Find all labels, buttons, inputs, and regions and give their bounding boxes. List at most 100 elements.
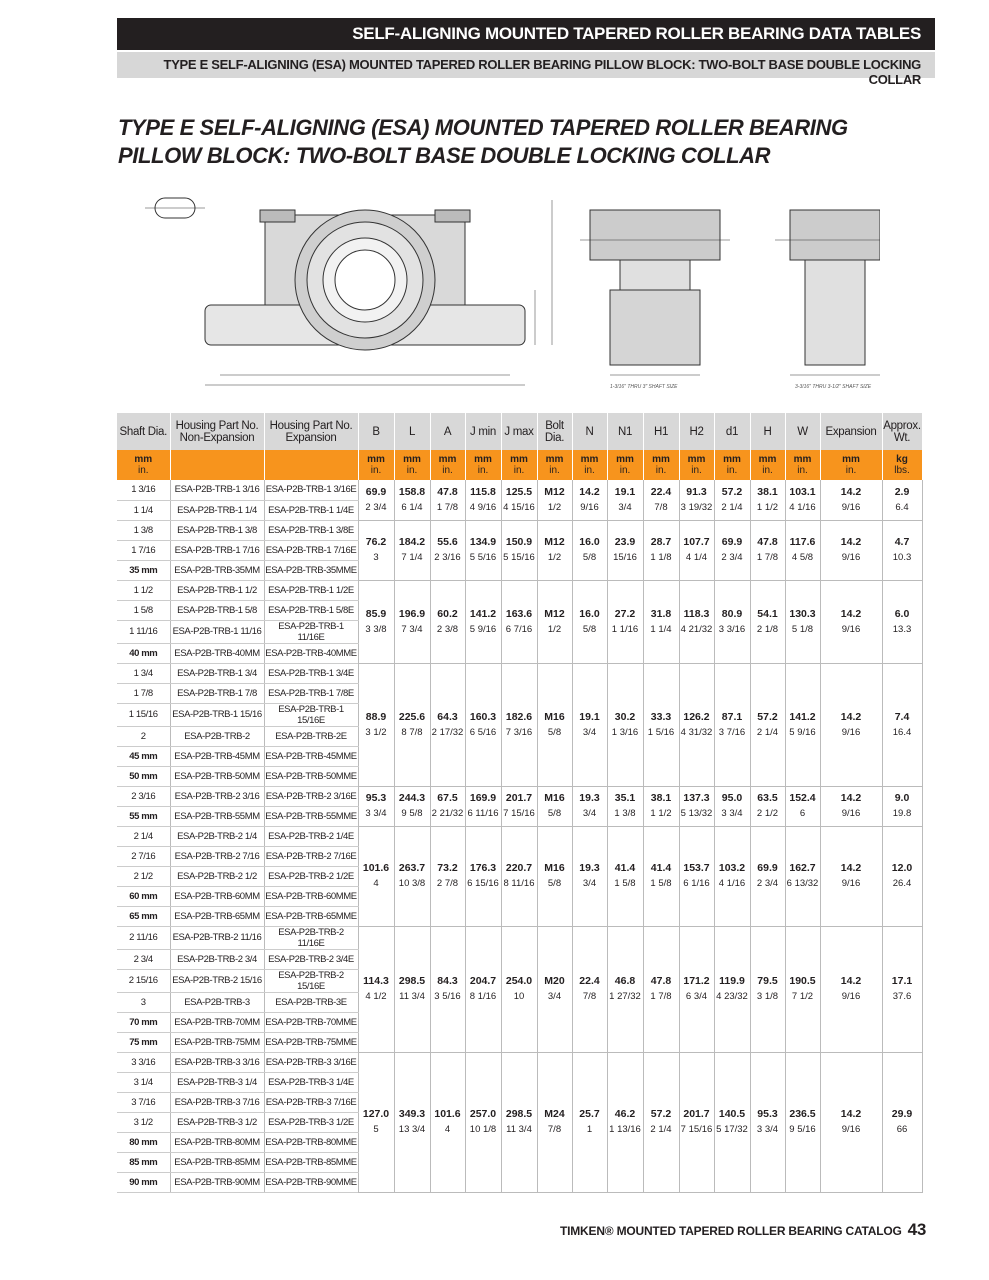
spec-imperial: 4 5/8	[791, 552, 814, 563]
spec-imperial: 26.4	[892, 878, 912, 889]
unit-cell: mm in.	[643, 450, 680, 480]
spec-cell: 225.6 8 7/8	[394, 663, 431, 787]
spec-metric: 182.6	[505, 710, 533, 723]
catalog-name: TIMKEN® MOUNTED TAPERED ROLLER BEARING C…	[560, 1224, 902, 1238]
spec-cell: 41.4 1 5/8	[643, 826, 680, 927]
spec-cell: 79.5 3 1/8	[750, 926, 786, 1053]
spec-metric: 27.2	[614, 607, 636, 620]
spec-imperial: 7 15/16	[503, 808, 535, 819]
part-number-expansion: ESA-P2B-TRB-85MME	[264, 1152, 359, 1173]
spec-imperial: 9/16	[841, 808, 861, 819]
spec-metric: 22.4	[650, 485, 672, 498]
spec-metric: 14.2	[840, 607, 862, 620]
spec-metric: 220.7	[505, 862, 533, 874]
spec-imperial: 2 1/4	[756, 726, 779, 738]
spec-imperial: 10	[513, 991, 525, 1002]
spec-imperial: 19.8	[892, 808, 912, 819]
unit-metric: mm	[580, 454, 599, 465]
spec-metric: M12	[544, 485, 565, 498]
column-header: Approx. Wt.	[882, 413, 923, 450]
spec-imperial: 3 3/16	[718, 623, 746, 635]
part-number-non-expansion: ESA-P2B-TRB-90MM	[170, 1172, 265, 1193]
shaft-diameter: 3 1/2	[117, 1112, 171, 1133]
spec-imperial: 15/16	[613, 552, 637, 563]
shaft-diameter: 2 11/16	[117, 926, 171, 950]
part-number-non-expansion: ESA-P2B-TRB-55MM	[170, 806, 265, 827]
part-number-non-expansion: ESA-P2B-TRB-65MM	[170, 906, 265, 927]
part-number-expansion: ESA-P2B-TRB-55MME	[264, 806, 359, 827]
column-header: d1	[714, 413, 751, 450]
spec-metric: 16.0	[579, 607, 600, 620]
spec-metric: 14.2	[840, 1108, 862, 1120]
part-number-expansion: ESA-P2B-TRB-40MME	[264, 643, 359, 664]
shaft-diameter: 75 mm	[117, 1032, 171, 1053]
spec-metric: 19.1	[579, 710, 600, 723]
spec-cell: 158.8 6 1/4	[394, 480, 431, 521]
table-row: 2 1/2 ESA-P2B-TRB-2 1/2 ESA-P2B-TRB-2 1/2E	[117, 866, 922, 887]
spec-cell: 6.0 13.3	[882, 580, 923, 664]
spec-imperial: 5 17/32	[716, 1124, 748, 1135]
spec-imperial: 3/4	[618, 501, 632, 513]
spec-metric: 130.3	[789, 607, 816, 620]
spec-cell: 95.0 3 3/4	[714, 786, 751, 827]
spec-imperial: 9/16	[841, 878, 861, 889]
spec-metric: 95.0	[721, 792, 743, 804]
shaft-diameter: 45 mm	[117, 746, 171, 767]
shaft-diameter: 1 3/16	[117, 480, 171, 501]
unit-imperial: in.	[619, 465, 631, 476]
unit-cell	[264, 450, 359, 480]
table-row: 2 15/16 ESA-P2B-TRB-2 15/16 ESA-P2B-TRB-2 …	[117, 969, 922, 993]
spec-metric: 12.0	[891, 862, 913, 874]
spec-imperial: 7 15/16	[680, 1124, 713, 1135]
part-number-expansion: ESA-P2B-TRB-80MME	[264, 1132, 359, 1153]
spec-cell: 47.8 1 7/8	[430, 480, 466, 521]
spec-imperial: 3/4	[582, 808, 597, 819]
spec-metric: 236.5	[789, 1108, 816, 1120]
shaft-diameter: 90 mm	[117, 1172, 171, 1193]
part-number-non-expansion: ESA-P2B-TRB-1 7/8	[170, 683, 265, 704]
spec-metric: 254.0	[505, 975, 533, 987]
spec-metric: 17.1	[891, 975, 913, 987]
spec-cell: 88.9 3 1/2	[358, 663, 395, 787]
spec-cell: 22.4 7/8	[572, 926, 608, 1053]
part-number-expansion: ESA-P2B-TRB-1 3/4E	[264, 663, 359, 684]
spec-metric: 14.2	[840, 485, 862, 498]
spec-metric: 69.9	[757, 862, 778, 874]
unit-metric: mm	[842, 454, 860, 465]
table-row: 1 11/16 ESA-P2B-TRB-1 11/16 ESA-P2B-TRB-1 …	[117, 620, 922, 644]
spec-cell: 14.2 9/16	[820, 480, 883, 521]
table-row: 3 1/2 ESA-P2B-TRB-3 1/2 ESA-P2B-TRB-3 1/2E	[117, 1112, 922, 1133]
shaft-diameter: 50 mm	[117, 766, 171, 787]
spec-imperial: 1 13/16	[609, 1124, 641, 1135]
spec-cell: 236.5 9 5/16	[785, 1052, 821, 1193]
spec-metric: 57.2	[757, 710, 778, 723]
spec-metric: 158.8	[398, 485, 426, 498]
shaft-diameter: 1 7/8	[117, 683, 171, 704]
spec-metric: 55.6	[437, 536, 458, 548]
spec-imperial: 9 5/16	[789, 1124, 816, 1135]
part-number-non-expansion: ESA-P2B-TRB-1 11/16	[170, 620, 265, 644]
spec-imperial: 9/16	[841, 623, 861, 635]
spec-cell: 95.3 3 3/4	[750, 1052, 786, 1193]
spec-cell: 38.1 1 1/2	[750, 480, 786, 521]
spec-imperial: 9 5/8	[401, 808, 423, 819]
unit-metric: mm	[367, 454, 385, 465]
units-row: mm in. mm in. mm in. mm in. mm in. mm in. mm in. mm in.…	[117, 450, 923, 480]
spec-imperial: 6 3/4	[685, 991, 708, 1002]
spec-imperial: 2 1/4	[721, 501, 743, 513]
spec-cell: M16 5/8	[537, 663, 573, 787]
part-number-non-expansion: ESA-P2B-TRB-3 3/16	[170, 1052, 265, 1073]
unit-imperial: in.	[845, 465, 857, 476]
part-number-expansion: ESA-P2B-TRB-60MME	[264, 886, 359, 907]
unit-cell: mm in.	[358, 450, 395, 480]
pillow-block-drawings	[145, 197, 880, 386]
unit-imperial: in.	[549, 465, 560, 476]
spec-imperial: 6 7/16	[505, 623, 533, 635]
spec-imperial: 3/4	[582, 878, 597, 889]
spec-cell: 87.1 3 7/16	[714, 663, 751, 787]
spec-metric: 95.3	[365, 792, 387, 804]
spec-cell: 35.1 1 3/8	[607, 786, 644, 827]
spec-cell: 69.9 2 3/4	[358, 480, 395, 521]
spec-imperial: 3 5/16	[434, 991, 461, 1002]
column-header: B	[358, 413, 395, 450]
